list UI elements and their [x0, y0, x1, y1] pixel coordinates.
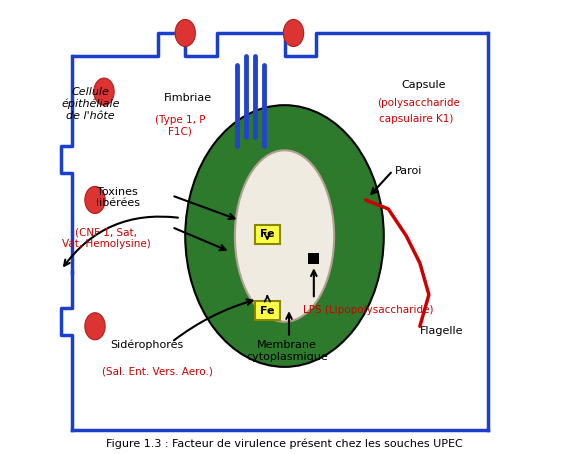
Ellipse shape: [283, 20, 304, 46]
Ellipse shape: [85, 187, 105, 213]
FancyBboxPatch shape: [255, 301, 280, 321]
Text: Cellule
épithéliale
de l'hôte: Cellule épithéliale de l'hôte: [61, 87, 119, 121]
Ellipse shape: [94, 78, 114, 105]
Text: (Type 1, P
F1C): (Type 1, P F1C): [155, 115, 205, 136]
Ellipse shape: [85, 313, 105, 340]
Text: LPS (Lipopolysaccharide): LPS (Lipopolysaccharide): [303, 306, 433, 316]
Text: Fe: Fe: [261, 229, 275, 239]
Ellipse shape: [235, 150, 334, 322]
Text: Fimbriae: Fimbriae: [163, 94, 212, 104]
Text: Membrane
cytoplasmique: Membrane cytoplasmique: [246, 340, 328, 362]
Text: Flagelle: Flagelle: [420, 326, 463, 336]
Text: Toxines
libérées: Toxines libérées: [96, 187, 139, 208]
Ellipse shape: [185, 105, 384, 367]
Text: Paroi: Paroi: [395, 166, 422, 176]
Text: Sidérophores: Sidérophores: [110, 339, 183, 350]
Text: capsulaire K1): capsulaire K1): [380, 114, 453, 123]
Text: Capsule: Capsule: [402, 80, 446, 90]
Text: Fe: Fe: [261, 306, 275, 316]
Ellipse shape: [175, 20, 195, 46]
Text: (polysaccharide: (polysaccharide: [377, 98, 460, 108]
Text: Figure 1.3 : Facteur de virulence présent chez les souches UPEC: Figure 1.3 : Facteur de virulence présen…: [106, 439, 463, 449]
Bar: [308, 253, 319, 264]
Text: (CNF 1, Sat,
Vat, Hemolysine): (CNF 1, Sat, Vat, Hemolysine): [62, 227, 151, 249]
FancyBboxPatch shape: [255, 225, 280, 244]
Text: (Sal. Ent. Vers. Aero.): (Sal. Ent. Vers. Aero.): [102, 366, 213, 376]
